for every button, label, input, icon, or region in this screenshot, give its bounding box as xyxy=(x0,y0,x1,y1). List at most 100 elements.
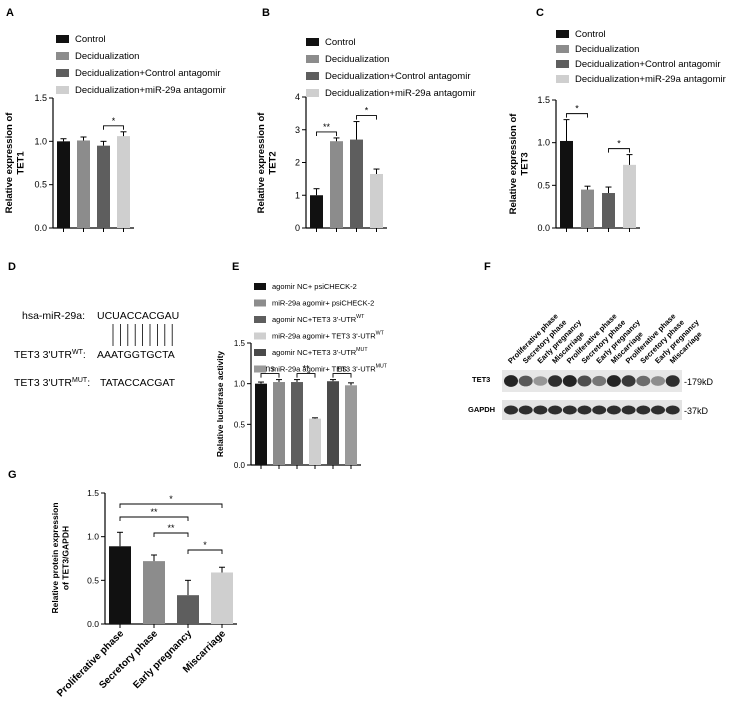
legend-swatch xyxy=(254,332,266,340)
significance-label: ** xyxy=(302,364,310,374)
blot-band xyxy=(504,405,518,415)
y-axis-label: Relative expression ofTET3 xyxy=(508,113,531,215)
y-axis-label-line: Relative protein expression xyxy=(50,502,60,613)
legend-superscript: WT xyxy=(376,331,385,337)
legend-label-text: miR-29a agomir+ TET3 3'-UTR xyxy=(272,332,376,341)
blot-band xyxy=(665,375,680,387)
panel-b-chart: 01234***ControlDecidualizationDecidualiz… xyxy=(256,37,476,233)
significance-label: ns xyxy=(265,364,275,374)
significance-bracket xyxy=(119,503,223,508)
blot-band xyxy=(606,375,621,387)
blot-size-gapdh: -37kD xyxy=(684,406,709,416)
significance-bracket xyxy=(103,125,124,130)
legend-swatch xyxy=(254,283,266,290)
mut-label: TET3 3'UTRMUT: xyxy=(14,377,90,389)
wt-colon: : xyxy=(83,349,86,361)
y-tick-label: 0.5 xyxy=(234,420,246,429)
bar xyxy=(309,418,321,465)
bar xyxy=(350,139,363,228)
legend-swatch xyxy=(306,89,319,97)
bar xyxy=(97,145,110,228)
legend-label-text: agomir NC+TET3 3'-UTR xyxy=(272,315,357,324)
bar xyxy=(370,173,383,228)
legend-swatch xyxy=(56,35,69,43)
blot-band xyxy=(504,375,518,387)
significance-bracket xyxy=(187,549,223,554)
significance-label: * xyxy=(112,116,116,126)
legend-label: Decidualization xyxy=(325,54,389,65)
panel-letter-g: G xyxy=(8,469,17,481)
significance-bracket xyxy=(566,113,588,118)
legend-label: agomir NC+TET3 3'-UTRMUT xyxy=(272,347,368,357)
y-tick-label: 0.0 xyxy=(87,619,99,629)
significance-label: * xyxy=(365,106,369,116)
panel-letter-e: E xyxy=(232,261,239,273)
blot-band xyxy=(562,375,577,387)
legend-label: Control xyxy=(75,34,106,45)
bar xyxy=(330,141,343,228)
y-tick-label: 2 xyxy=(295,158,300,168)
bar xyxy=(211,572,233,624)
blot-band xyxy=(577,405,592,415)
mut-label-text: TET3 3'UTR xyxy=(14,377,72,389)
wt-sequence: AAATGGTGCTA xyxy=(97,349,175,361)
blot-band xyxy=(518,405,533,415)
y-tick-label: 0.0 xyxy=(34,223,47,233)
blot-row-label-tet3: TET3 xyxy=(472,375,490,384)
panel-e-chart: 0.0 0.5 1.0 1.5 ns ** ns agomir NC+ psiCHECK-2 m… xyxy=(215,282,388,470)
mut-sequence: TATACCACGAT xyxy=(100,377,176,389)
pairing-lines xyxy=(112,324,173,346)
blot-band xyxy=(651,405,665,415)
panel-letter-f: F xyxy=(484,261,491,273)
legend-label: Decidualization+Control antagomir xyxy=(575,59,720,70)
y-axis-label-line: Relative expression of xyxy=(508,113,519,215)
y-tick-label: 3 xyxy=(295,125,300,135)
mut-superscript: MUT xyxy=(72,377,88,384)
legend-label: miR-29a agomir+ TET3 3'-UTRWT xyxy=(272,331,385,341)
bar xyxy=(273,382,285,465)
blot-bands xyxy=(504,375,680,415)
y-tick-label: 0.5 xyxy=(537,180,550,190)
legend-swatch xyxy=(306,38,319,46)
bar xyxy=(177,595,199,624)
significance-label: ** xyxy=(167,523,175,533)
y-tick-label: 1.5 xyxy=(234,339,246,348)
legend-superscript: MUT xyxy=(376,364,388,370)
legend-swatch xyxy=(306,55,319,63)
y-tick-label: 1.5 xyxy=(87,488,99,498)
blot-band xyxy=(651,376,665,386)
legend-label-text: agomir NC+ psiCHECK-2 xyxy=(272,282,357,291)
blot-band xyxy=(562,405,577,415)
significance-label: * xyxy=(575,104,579,114)
significance-bracket xyxy=(296,373,316,378)
legend-swatch xyxy=(56,52,69,60)
blot-band xyxy=(621,375,636,387)
bar xyxy=(143,561,165,624)
blot-band xyxy=(533,376,548,386)
y-tick-label: 1.0 xyxy=(87,532,99,542)
bar xyxy=(109,546,131,624)
legend-superscript: WT xyxy=(356,314,365,320)
wt-superscript: WT xyxy=(72,349,84,356)
panel-d-sequences: hsa-miR-29a: UCUACCACGAU TET3 3'UTRWT: A… xyxy=(14,310,179,389)
mut-colon: : xyxy=(87,377,90,389)
legend-swatch xyxy=(306,72,319,80)
legend-swatch xyxy=(556,30,569,38)
legend-label: Decidualization+Control antagomir xyxy=(75,68,220,79)
panel-letter-a: A xyxy=(6,7,14,19)
legend-label-text: miR-29a agomir+ psiCHECK-2 xyxy=(272,299,374,308)
legend-label: Decidualization xyxy=(575,44,639,55)
blot-strip-tet3 xyxy=(502,370,682,392)
legend-swatch xyxy=(254,349,266,356)
significance-bracket xyxy=(316,131,337,136)
bar xyxy=(57,141,70,228)
significance-label: * xyxy=(169,494,173,504)
legend-label-text: agomir NC+TET3 3'-UTR xyxy=(272,348,357,357)
bar xyxy=(560,140,573,228)
significance-bracket xyxy=(153,532,189,537)
significance-bracket xyxy=(356,115,377,120)
blot-band xyxy=(592,375,607,387)
blot-band xyxy=(548,405,563,415)
legend-swatch xyxy=(254,316,266,323)
